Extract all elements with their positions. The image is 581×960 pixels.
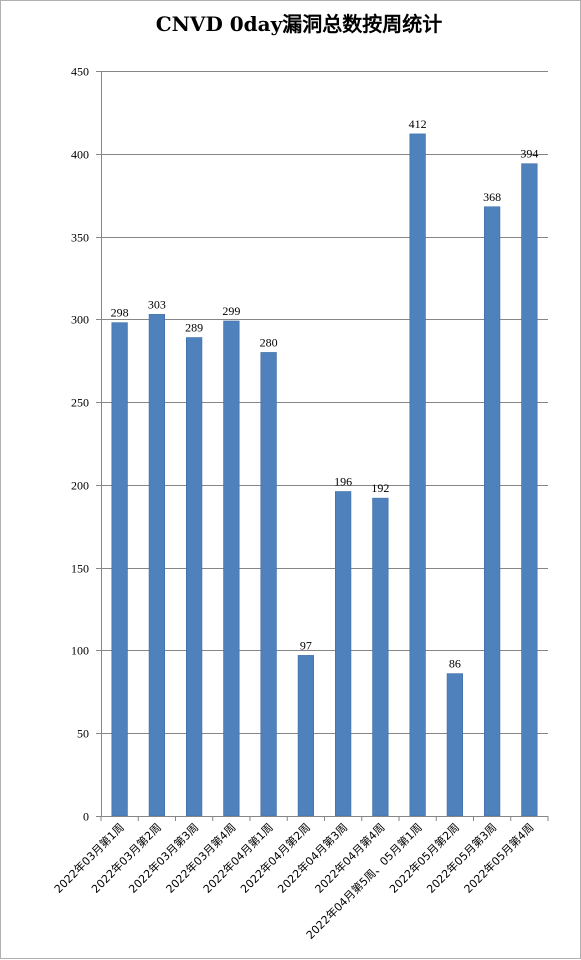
y-tick-label: 100 bbox=[71, 644, 89, 658]
bar bbox=[223, 320, 240, 817]
bar bbox=[372, 497, 389, 817]
data-label: 303 bbox=[148, 297, 166, 311]
bar bbox=[186, 337, 203, 817]
data-label: 412 bbox=[409, 117, 427, 131]
x-tick-label: 2022年03月第1周 bbox=[51, 820, 127, 896]
data-label: 298 bbox=[111, 306, 129, 320]
x-tick-label: 2022年03月第3周 bbox=[126, 820, 202, 896]
data-label: 86 bbox=[449, 657, 461, 671]
x-tick-label: 2022年03月第4周 bbox=[163, 820, 239, 896]
y-tick-label: 150 bbox=[71, 562, 89, 576]
y-tick-label: 350 bbox=[71, 231, 89, 245]
x-tick-label: 2022年05月第4周 bbox=[461, 820, 537, 896]
bar bbox=[297, 655, 314, 817]
x-tick-label: 2022年04月第3周 bbox=[275, 820, 351, 896]
gridlines bbox=[101, 71, 548, 734]
data-label: 196 bbox=[334, 475, 352, 489]
data-label: 192 bbox=[371, 481, 389, 495]
bars bbox=[111, 133, 538, 817]
x-tick-label: 2022年04月第1周 bbox=[200, 820, 276, 896]
bar bbox=[260, 352, 277, 817]
bar bbox=[446, 673, 463, 817]
y-tick-label: 0 bbox=[83, 810, 89, 824]
bar bbox=[335, 491, 352, 817]
data-label: 299 bbox=[222, 304, 240, 318]
data-labels: 298 303 289 299 280 97 196 192 412 86 368 394 bbox=[111, 117, 539, 671]
y-axis: 0 50 100 150 200 250 300 350 400 450 bbox=[71, 65, 102, 824]
data-label: 394 bbox=[520, 147, 538, 161]
bar bbox=[409, 133, 426, 817]
x-axis: 2022年03月第1周2022年03月第2周2022年03月第3周2022年03… bbox=[51, 816, 549, 942]
y-tick-label: 250 bbox=[71, 396, 89, 410]
data-label: 97 bbox=[300, 638, 312, 652]
bar bbox=[111, 322, 128, 817]
x-tick-label: 2022年04月第2周 bbox=[237, 820, 313, 896]
y-tick-label: 50 bbox=[77, 727, 89, 741]
x-tick-label: 2022年03月第2周 bbox=[88, 820, 164, 896]
x-tick-label: 2022年04月第4周 bbox=[312, 820, 388, 896]
y-tick-label: 400 bbox=[71, 148, 89, 162]
bar bbox=[484, 206, 501, 817]
chart-title: CNVD 0day漏洞总数按周统计 bbox=[156, 12, 443, 36]
y-tick-label: 450 bbox=[71, 65, 89, 79]
data-label: 368 bbox=[483, 190, 501, 204]
x-tick-label: 2022年05月第3周 bbox=[424, 820, 500, 896]
bar bbox=[148, 314, 165, 817]
data-label: 289 bbox=[185, 321, 203, 335]
y-tick-label: 200 bbox=[71, 479, 89, 493]
y-tick-label: 300 bbox=[71, 313, 89, 327]
data-label: 280 bbox=[260, 335, 278, 349]
x-tick-label: 2022年05月第2周 bbox=[386, 820, 462, 896]
bar bbox=[521, 163, 538, 817]
